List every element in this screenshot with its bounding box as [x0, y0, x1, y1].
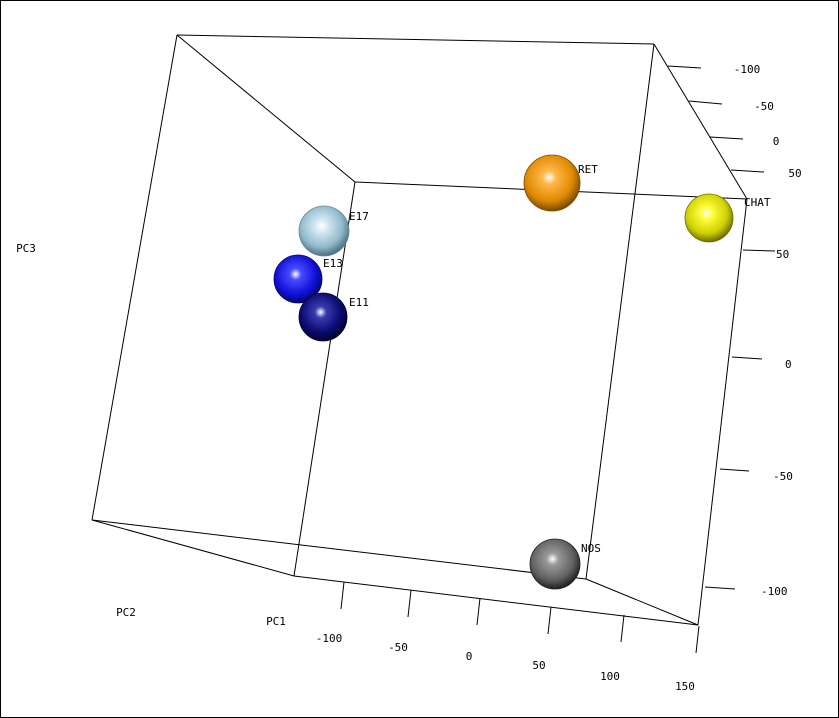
pc1-tick-label: 150: [675, 680, 695, 693]
pc1-axis: -100 -50 0 50 100 150 PC1: [266, 581, 700, 693]
pc1-axis-title: PC1: [266, 615, 286, 628]
point-ret-label: RET: [578, 163, 598, 176]
point-chat[interactable]: [684, 193, 734, 243]
point-e17-label: E17: [349, 210, 369, 223]
point-ret[interactable]: [523, 154, 581, 212]
pc2-axis-title: PC2: [116, 606, 136, 619]
pc2-axis: -100 -50 0 50 PC2: [116, 63, 802, 619]
pc1-tick-label: 50: [532, 659, 545, 672]
pc1-tick-label: 0: [466, 650, 473, 663]
bounding-box: [91, 34, 748, 626]
pc2-tick-label: -50: [754, 100, 774, 113]
pc2-tick-label: 50: [788, 167, 801, 180]
points-layer: E17 E13 E11 RET CHAT NOS: [273, 154, 771, 590]
point-e13[interactable]: [273, 254, 323, 304]
pc1-tick-label: 100: [600, 670, 620, 683]
pc3-axis: 50 0 -50 -100 PC3: [16, 242, 793, 598]
point-e11-label: E11: [349, 296, 369, 309]
point-e17[interactable]: [298, 205, 350, 257]
pc3-axis-title: PC3: [16, 242, 36, 255]
point-nos-label: NOS: [581, 542, 601, 555]
pc3-tick-label: 50: [776, 248, 789, 261]
pc1-tick-label: -50: [388, 641, 408, 654]
pc3-tick-label: 0: [785, 358, 792, 371]
pc2-tick-label: -100: [734, 63, 761, 76]
point-e13-label: E13: [323, 257, 343, 270]
pc1-tick-label: -100: [316, 632, 343, 645]
point-chat-label: CHAT: [744, 196, 771, 209]
pc3-tick-label: -100: [761, 585, 788, 598]
pc3-tick-label: -50: [773, 470, 793, 483]
pc2-tick-label: 0: [773, 135, 780, 148]
point-e11[interactable]: [298, 292, 348, 342]
point-nos[interactable]: [529, 538, 581, 590]
